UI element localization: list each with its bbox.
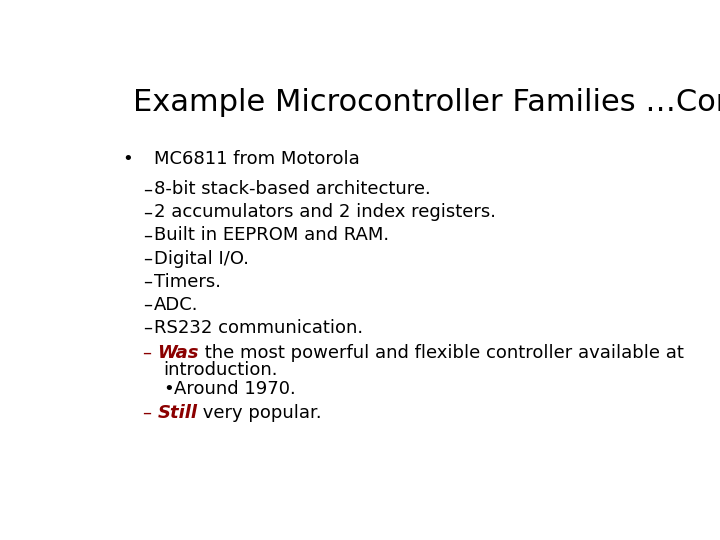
Text: 2 accumulators and 2 index registers.: 2 accumulators and 2 index registers. — [153, 204, 495, 221]
Text: –: – — [143, 403, 158, 422]
Text: •: • — [163, 381, 174, 399]
Text: 8-bit stack-based architecture.: 8-bit stack-based architecture. — [153, 180, 431, 198]
Text: Digital I/O.: Digital I/O. — [153, 249, 248, 268]
Text: very popular.: very popular. — [197, 403, 322, 422]
Text: –: – — [143, 296, 152, 314]
Text: –: – — [143, 319, 152, 337]
Text: Timers.: Timers. — [153, 273, 220, 291]
Text: •: • — [122, 150, 133, 167]
Text: –: – — [143, 226, 152, 245]
Text: MC6811 from Motorola: MC6811 from Motorola — [153, 150, 359, 167]
Text: Built in EEPROM and RAM.: Built in EEPROM and RAM. — [153, 226, 389, 245]
Text: –: – — [143, 273, 152, 291]
Text: Still: Still — [158, 403, 197, 422]
Text: introduction.: introduction. — [163, 361, 278, 379]
Text: the most powerful and flexible controller available at: the most powerful and flexible controlle… — [199, 345, 684, 362]
Text: Example Microcontroller Families …Cont.: Example Microcontroller Families …Cont. — [132, 88, 720, 117]
Text: –: – — [143, 345, 158, 362]
Text: –: – — [143, 204, 152, 221]
Text: ADC.: ADC. — [153, 296, 198, 314]
Text: Around 1970.: Around 1970. — [174, 381, 296, 399]
Text: –: – — [143, 249, 152, 268]
Text: Was: Was — [158, 345, 199, 362]
Text: –: – — [143, 180, 152, 198]
Text: RS232 communication.: RS232 communication. — [153, 319, 363, 337]
